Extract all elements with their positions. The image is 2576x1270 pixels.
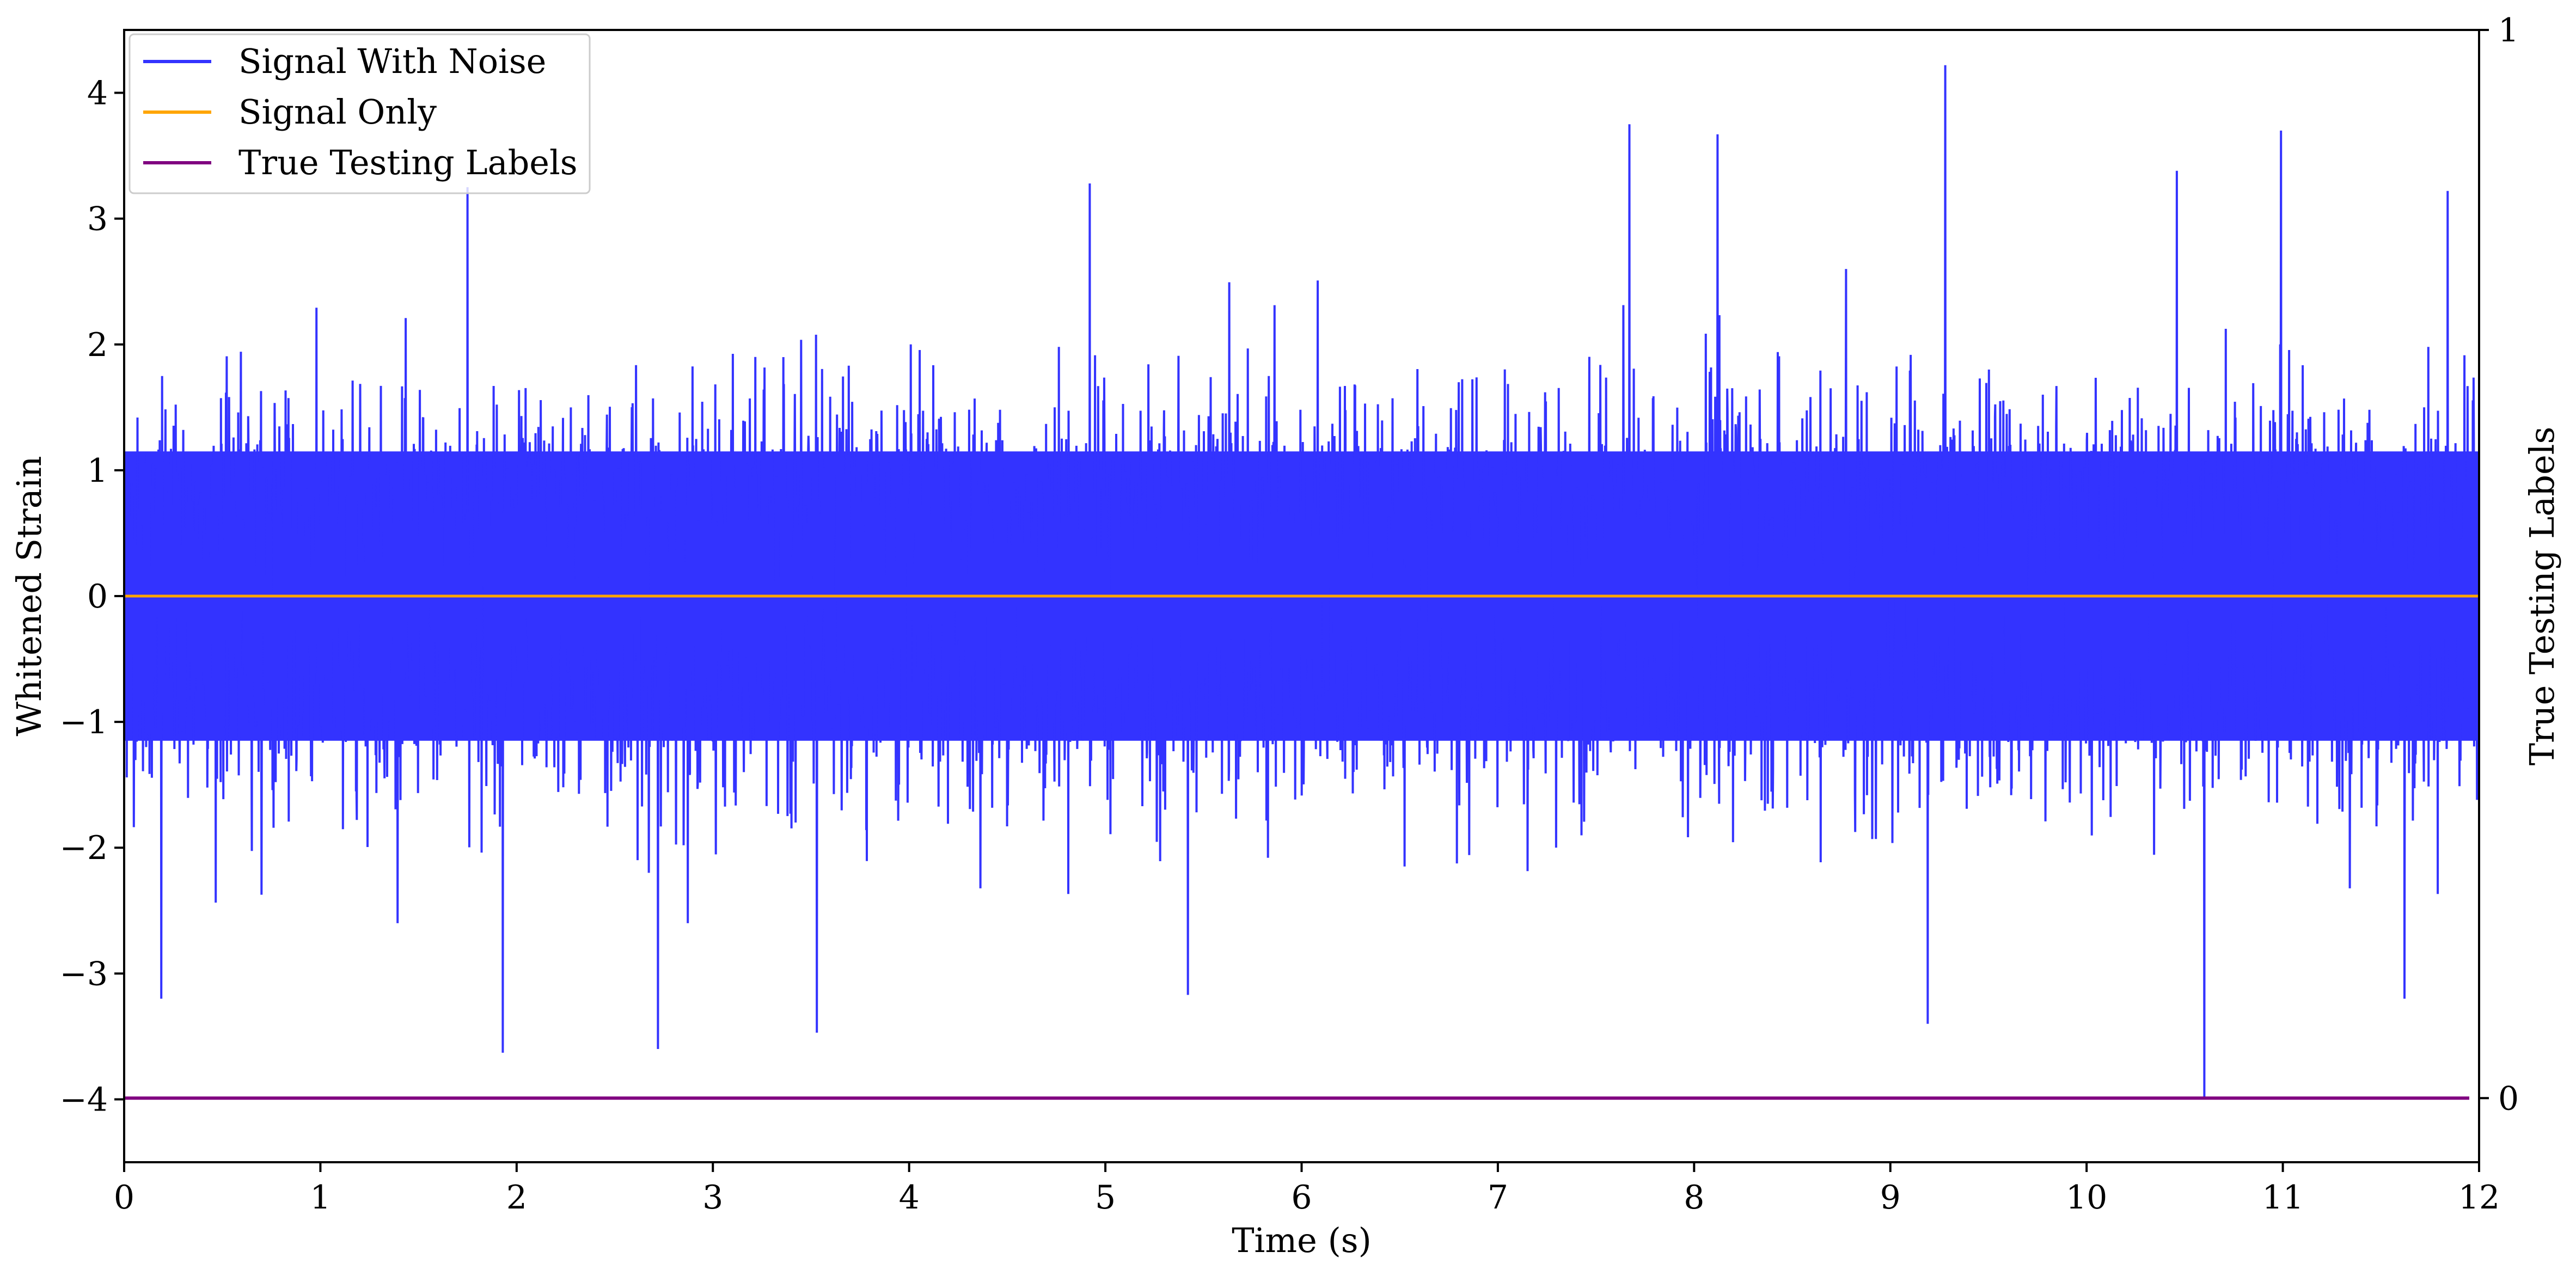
x-tick-label: 5 [1095,1179,1116,1217]
x-tick-label: 6 [1291,1179,1312,1217]
y-tick-label: 4 [87,75,108,113]
x-tick-label: 9 [1880,1179,1901,1217]
y-tick-label: −3 [60,955,108,993]
x-tick-label: 8 [1684,1179,1704,1217]
x-tick-label: 1 [310,1179,331,1217]
x-tick-label: 10 [2066,1179,2107,1217]
y-tick-label: 3 [87,200,108,238]
y-tick-label: −2 [60,829,108,867]
y-tick-label: 1 [87,452,108,490]
y2-tick-label: 0 [2498,1079,2519,1118]
legend-label-signal-with-noise: Signal With Noise [238,41,546,81]
series-signal-with-noise [124,65,2479,1100]
y-tick-label: 2 [87,326,108,364]
legend-label-signal-only: Signal Only [238,92,437,132]
y-tick-label: −1 [60,703,108,741]
y-tick-label: 0 [87,578,108,616]
y-axis-title: Whitened Strain [9,456,49,737]
x-tick-label: 0 [114,1179,134,1217]
x-tick-label: 12 [2458,1179,2500,1217]
y2-axis-title: True Testing Labels [2522,427,2562,766]
x-tick-label: 4 [899,1179,920,1217]
x-tick-label: 11 [2262,1179,2303,1217]
legend-box [129,33,591,194]
legend: Signal With Noise Signal Only True Testi… [129,33,591,194]
x-tick-label: 2 [506,1179,527,1217]
lines-layer [124,594,2479,1100]
y2-tick-label: 1 [2498,11,2519,50]
legend-label-true-testing-labels: True Testing Labels [238,143,578,182]
x-axis-title: Time (s) [1232,1220,1372,1260]
y-tick-label: −4 [60,1081,108,1119]
x-tick-label: 7 [1488,1179,1508,1217]
x-tick-label: 3 [702,1179,723,1217]
